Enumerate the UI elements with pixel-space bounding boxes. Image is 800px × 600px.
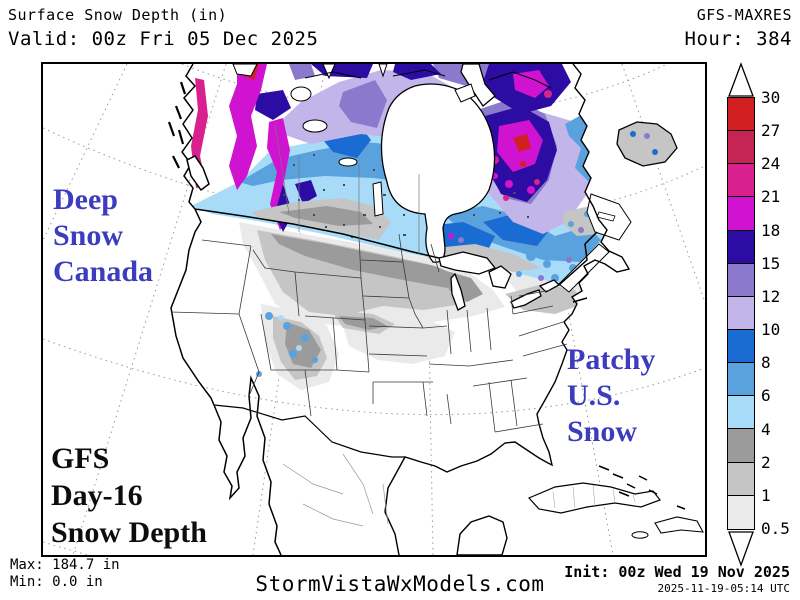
colorbar-label: 1 <box>761 485 771 505</box>
annotation-patchy-us-snow: Patchy U.S. Snow <box>567 342 655 450</box>
forecast-hour: Hour: 384 <box>684 28 792 50</box>
colorbar-segments <box>727 97 755 530</box>
valid-time: Valid: 00z Fri 05 Dec 2025 <box>8 28 319 50</box>
annotation-line: Day-16 <box>51 479 143 512</box>
colorbar-segment <box>728 329 754 364</box>
annotation-line: U.S. <box>567 379 621 412</box>
colorbar-label: 21 <box>761 187 781 207</box>
colorbar-segment <box>728 495 754 529</box>
colorbar-arrow-up-icon <box>728 62 754 97</box>
site-credit: StormVistaWxModels.com <box>255 572 545 596</box>
colorbar-label: 6 <box>761 386 771 406</box>
colorbar-segment <box>728 131 754 165</box>
colorbar-segment <box>728 164 754 198</box>
colorbar-label: 0.5 <box>761 519 790 538</box>
colorbar-label: 18 <box>761 220 781 240</box>
colorbar-segment <box>728 396 754 430</box>
map-canvas: Deep Snow Canada Patchy U.S. Snow GFS Da… <box>41 62 707 557</box>
annotation-line: Snow <box>53 219 124 252</box>
init-time: Init: 00z Wed 19 Nov 2025 <box>564 563 790 581</box>
colorbar-segment <box>728 296 754 330</box>
annotation-line: GFS <box>51 442 110 475</box>
colorbar-arrow-down-icon <box>728 531 754 567</box>
annotation-line: Canada <box>53 255 154 288</box>
map-title: Surface Snow Depth (in) <box>8 6 228 24</box>
colorbar-labels: 30 27 24 21 18 15 12 10 8 6 4 2 1 0.5 <box>761 90 797 537</box>
colorbar-label: 27 <box>761 121 781 141</box>
colorbar-label: 12 <box>761 286 781 306</box>
annotation-line: Snow Depth <box>51 516 207 549</box>
annotation-line: Patchy <box>567 343 656 376</box>
colorbar-label: 2 <box>761 452 771 472</box>
annotation-line: Snow <box>567 415 638 448</box>
caribbean-islands <box>527 297 704 539</box>
colorbar-segment <box>728 98 754 132</box>
model-name: GFS-MAXRES <box>696 6 792 24</box>
colorbar-segment <box>728 363 754 397</box>
colorbar-segment <box>728 197 754 231</box>
mexico-borders <box>282 453 389 527</box>
colorbar-segment <box>728 263 754 297</box>
province-borders <box>274 123 420 254</box>
state-borders <box>170 233 568 433</box>
annotation-deep-snow-canada: Deep Snow Canada <box>53 182 153 290</box>
max-value: Max: 184.7 in <box>10 557 120 573</box>
newfoundland-island <box>616 121 678 167</box>
snow-depth-field <box>191 64 609 390</box>
colorbar-label: 30 <box>761 88 781 107</box>
map-svg <box>43 64 705 555</box>
colorbar-label: 4 <box>761 419 771 439</box>
annotation-product-label: GFS Day-16 Snow Depth <box>51 440 207 551</box>
colorbar-label: 10 <box>761 320 781 340</box>
colorbar-segment <box>728 230 754 264</box>
colorbar-label: 15 <box>761 253 781 273</box>
colorbar-label: 24 <box>761 154 781 174</box>
annotation-line: Deep <box>53 183 118 216</box>
coastlines <box>167 64 631 555</box>
colorbar-label: 8 <box>761 353 771 373</box>
colorbar-segment <box>728 462 754 496</box>
generation-timestamp: 2025-11-19-05:14 UTC <box>657 582 790 595</box>
colorbar-segment <box>728 429 754 463</box>
colorbar-legend: 30 27 24 21 18 15 12 10 8 6 4 2 1 0.5 <box>727 62 797 568</box>
country-borders <box>194 208 598 458</box>
water-bodies <box>232 64 632 311</box>
min-value: Min: 0.0 in <box>10 574 103 590</box>
